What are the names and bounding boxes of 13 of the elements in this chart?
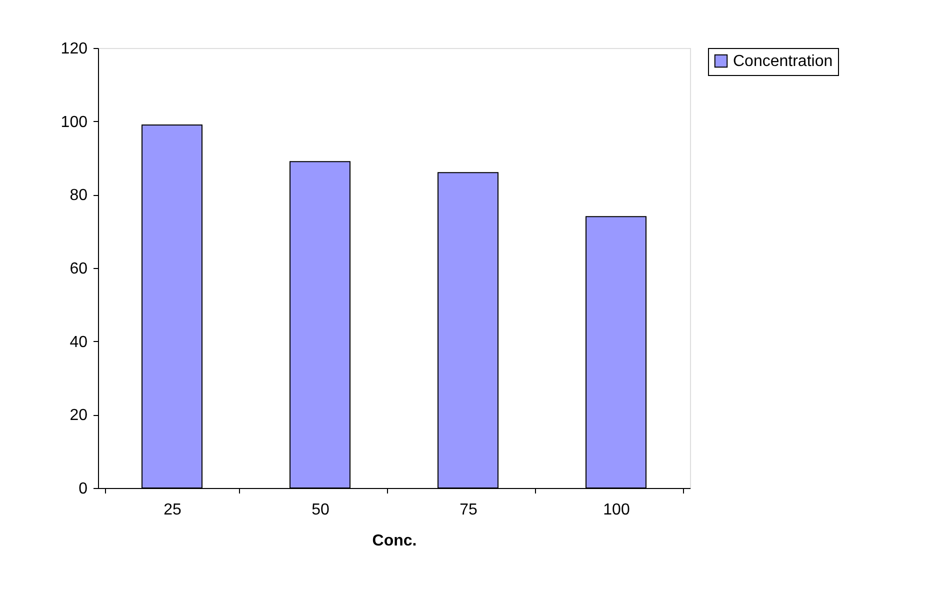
y-tick-label: 120: [60, 40, 88, 58]
y-tick-label: 100: [60, 114, 88, 131]
y-tick-label: 20: [70, 407, 88, 424]
y-tick-label: 0: [78, 480, 88, 498]
y-tick-label: 40: [70, 334, 88, 351]
x-axis-title: Conc.: [372, 532, 417, 550]
x-tick-label: 50: [312, 502, 330, 518]
x-tick-label: 75: [460, 502, 478, 518]
y-tick-label: 60: [70, 260, 88, 278]
y-tick-label: 80: [70, 187, 88, 204]
x-tick-label: 100: [603, 502, 630, 518]
legend-label: Concentration: [733, 53, 833, 70]
x-tick-label: 25: [164, 502, 182, 518]
